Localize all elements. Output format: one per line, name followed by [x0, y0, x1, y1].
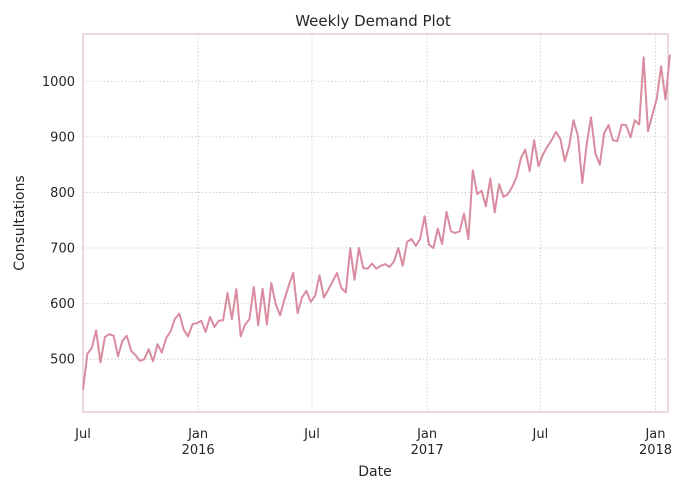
x-tick-label: Jan 2017	[411, 427, 444, 458]
x-tick-label: Jan 2016	[182, 427, 215, 458]
grid-layer	[82, 34, 668, 412]
y-axis-label: Consultations	[12, 175, 28, 270]
chart-title: Weekly Demand Plot	[295, 12, 451, 30]
x-tick-labels: Jul Jan 2016 Jul Jan 2017 Jul Jan 2018	[74, 427, 672, 458]
y-tick-label: 800	[50, 186, 75, 201]
x-tick-label: Jan 2018	[639, 427, 672, 458]
x-tick-label: Jul	[303, 427, 320, 442]
x-tick-label: Jul	[74, 427, 91, 442]
y-tick-labels: 500 600 700 800 900 1000	[42, 75, 75, 368]
series-layer	[82, 54, 671, 390]
y-tick-label: 900	[50, 130, 75, 145]
x-tick-label: Jul	[532, 427, 549, 442]
x-axis-label: Date	[358, 464, 391, 480]
y-tick-label: 1000	[42, 75, 75, 90]
series-line	[82, 54, 671, 390]
y-tick-label: 600	[50, 297, 75, 312]
plot-frame	[82, 33, 669, 413]
y-tick-label: 500	[50, 353, 75, 368]
y-tick-label: 700	[50, 242, 75, 257]
